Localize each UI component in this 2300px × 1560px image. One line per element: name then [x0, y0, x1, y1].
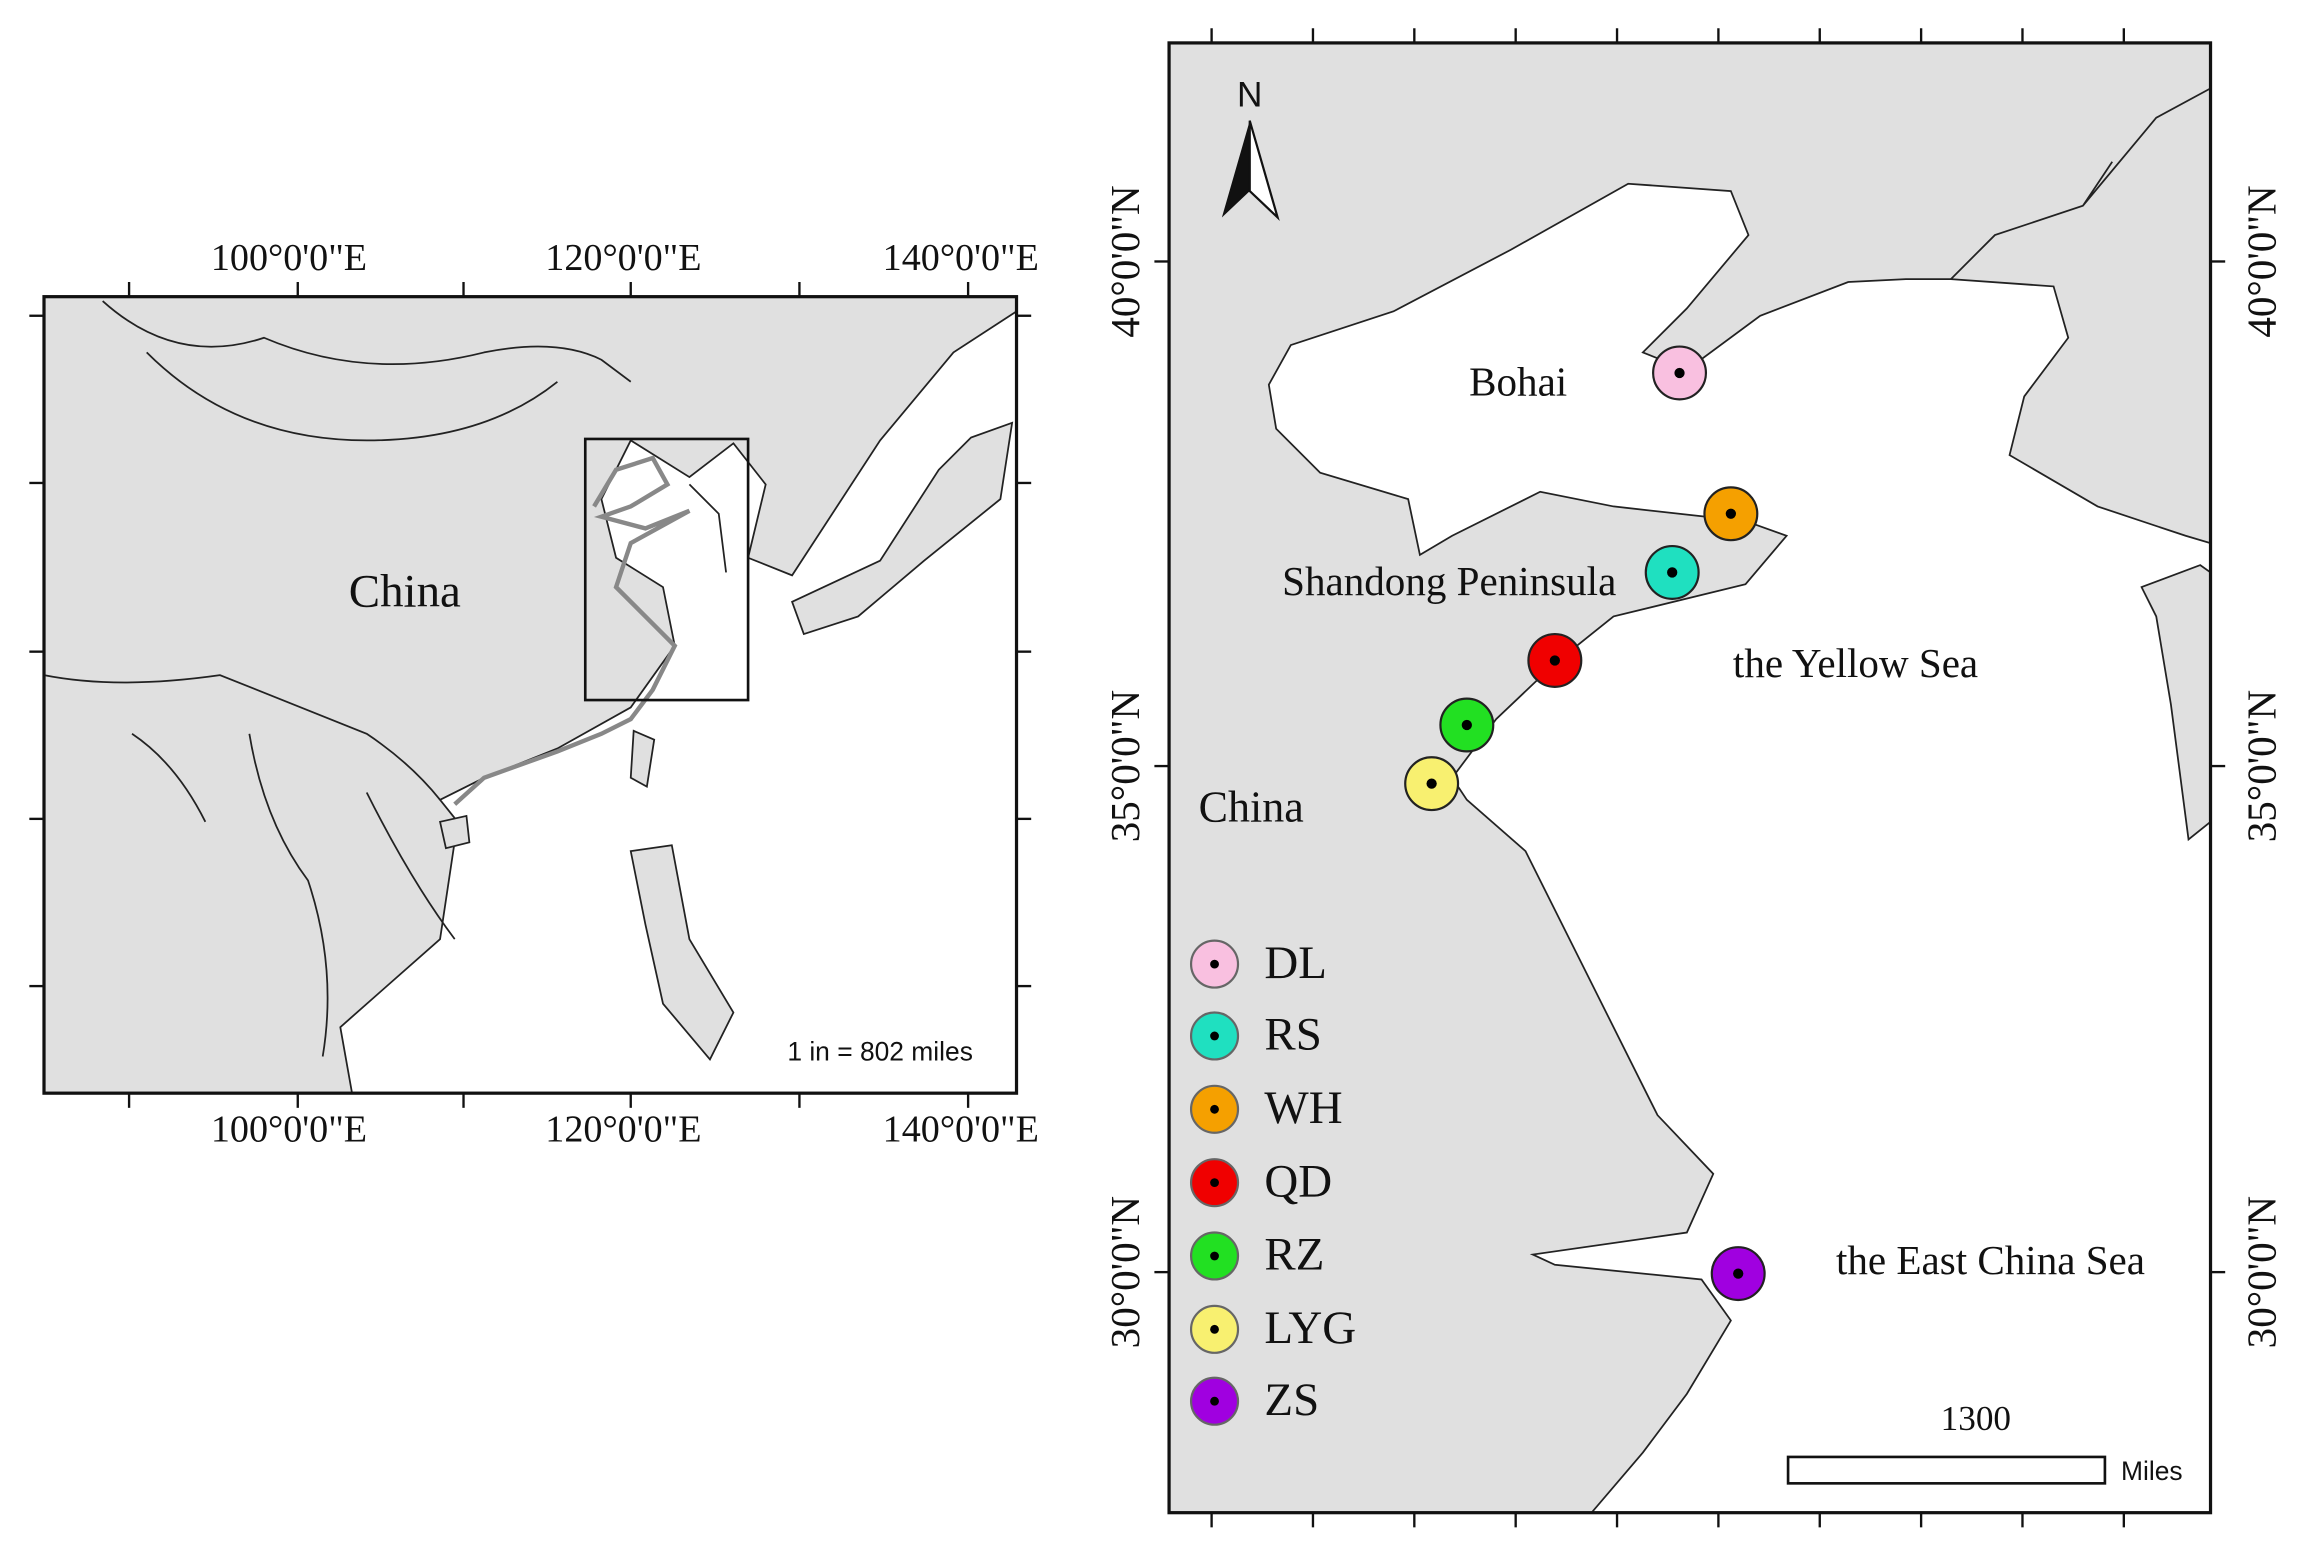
scale-text: 1 in = 802 miles [787, 1037, 973, 1067]
lon-label: 120°0'0"E [545, 1109, 701, 1151]
legend-label: RZ [1264, 1229, 1324, 1281]
lat-label: 30°0'0"N [1102, 1196, 1148, 1348]
legend: DL RS WH QD RZ LYG ZS [1189, 937, 1356, 1426]
lon-label: 140°0'0"E [883, 1109, 1039, 1151]
place-label: China [1199, 783, 1304, 832]
legend-label: RS [1264, 1009, 1321, 1061]
legend-dot [1210, 1251, 1219, 1261]
lon-label: 100°0'0"E [211, 1109, 367, 1151]
philippines [629, 844, 735, 1062]
place-label: the East China Sea [1836, 1237, 2145, 1283]
legend-dot [1210, 1178, 1219, 1188]
ticks [29, 282, 1032, 1108]
map-frame [42, 295, 1019, 1095]
legend-label: QD [1264, 1155, 1332, 1207]
legend-dot [1210, 1104, 1219, 1114]
borders [1950, 87, 2211, 280]
lat-label: 35°0'0"N [1102, 690, 1148, 842]
legend-dot [1210, 1324, 1219, 1334]
study-coastline [453, 455, 691, 806]
hainan [439, 814, 471, 850]
site-dot [1674, 367, 1685, 379]
scale-bar [1786, 1455, 2107, 1485]
scale-value: 1300 [1941, 1399, 2011, 1438]
site-dot [1426, 778, 1437, 789]
legend-dot [1210, 959, 1219, 969]
place-label: Shandong Peninsula [1282, 558, 1616, 604]
country-label: China [349, 566, 461, 618]
site-dot [1549, 655, 1560, 666]
legend-dot [1210, 1396, 1219, 1406]
site-dot [1667, 567, 1678, 578]
taiwan [629, 729, 656, 788]
legend-label: LYG [1264, 1302, 1356, 1354]
legend-dot [1210, 1031, 1219, 1041]
borders [43, 300, 727, 1057]
lon-label: 120°0'0"E [545, 237, 701, 279]
legend-label: DL [1264, 937, 1327, 989]
scale-unit: Miles [2121, 1456, 2183, 1486]
site-dot [1725, 508, 1737, 519]
korea-south [2140, 564, 2212, 842]
lat-label: 40°0'0"N [2239, 185, 2285, 337]
sea [339, 309, 1018, 1095]
map-frame [1167, 41, 2213, 1515]
site-dot [1461, 719, 1472, 731]
lat-label: 40°0'0"N [1102, 185, 1148, 337]
lat-label: 35°0'0"N [2239, 690, 2285, 842]
ticks [1154, 28, 2226, 1528]
north-label: N [1237, 75, 1262, 114]
site-dot [1733, 1268, 1744, 1279]
place-label: the Yellow Sea [1733, 640, 1978, 686]
legend-label: WH [1264, 1082, 1342, 1134]
place-label: Bohai [1469, 359, 1567, 405]
overview-map: 100°0'0"E 120°0'0"E 140°0'0"E 100°0'0"E … [29, 237, 1039, 1151]
site-markers [1404, 345, 1766, 1302]
inset-box [583, 437, 750, 702]
lon-label: 100°0'0"E [211, 237, 367, 279]
study-area-map: 40°0'0"N 35°0'0"N 30°0'0"N 40°0'0"N 35°0… [1102, 28, 2285, 1528]
legend-label: ZS [1264, 1374, 1319, 1426]
lat-label: 30°0'0"N [2239, 1196, 2285, 1348]
japan [790, 421, 1014, 636]
lon-label: 140°0'0"E [883, 237, 1039, 279]
